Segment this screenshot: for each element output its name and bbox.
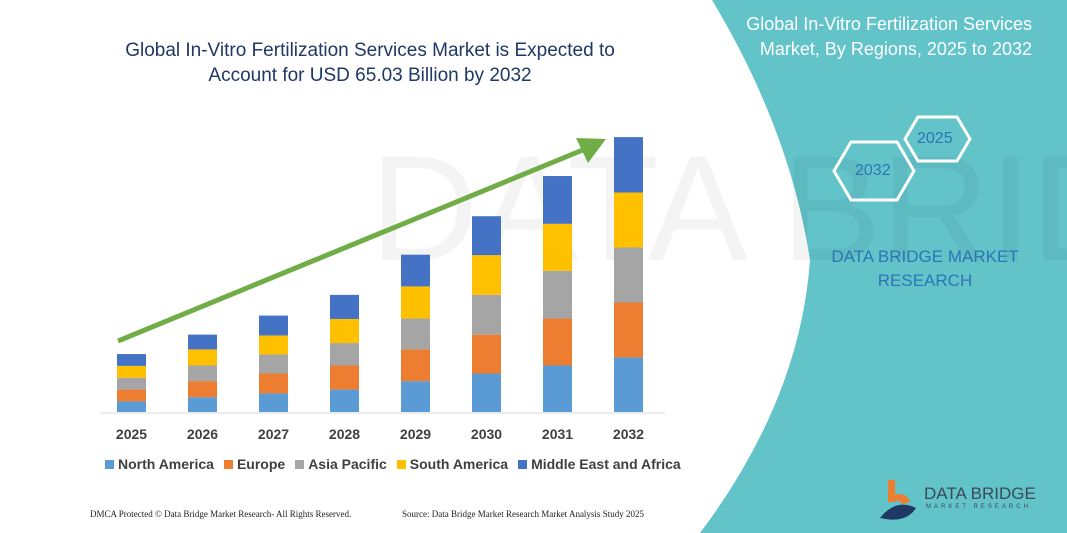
bar-2026-middle-east-and-africa — [188, 334, 217, 350]
x-tick-label: 2028 — [329, 426, 360, 442]
bar-2030-asia-pacific — [472, 294, 501, 335]
legend-label: North America — [118, 456, 214, 472]
bar-2026-asia-pacific — [188, 365, 217, 382]
logo-name: DATA BRIDGE — [924, 484, 1036, 503]
footer-copyright: DMCA Protected © Data Bridge Market Rese… — [90, 509, 352, 519]
brand-text: DATA BRIDGE MARKET RESEARCH — [831, 247, 1019, 290]
bar-2031-north-america — [543, 365, 572, 412]
growth-arrowhead — [576, 138, 606, 163]
hex-label-2025: 2025 — [917, 130, 953, 147]
x-tick-label: 2026 — [187, 426, 218, 442]
bar-2028-europe — [330, 365, 359, 390]
hexagon-2032 — [832, 140, 916, 202]
bar-2027-south-america — [259, 335, 288, 355]
x-tick-label: 2031 — [542, 426, 573, 442]
hex-label-2032: 2032 — [855, 162, 891, 179]
bar-2026-europe — [188, 381, 217, 398]
bar-2031-europe — [543, 318, 572, 366]
bar-2032-europe — [614, 302, 643, 358]
legend-swatch — [518, 460, 528, 469]
legend-swatch — [105, 460, 114, 469]
legend: North America Europe Asia Pacific South Ame… — [105, 456, 681, 472]
bar-2025-north-america — [117, 401, 146, 412]
x-tick-label: 2029 — [400, 426, 431, 442]
bar-2029-south-america — [401, 286, 430, 319]
bar-2028-south-america — [330, 318, 359, 344]
bar-2030-south-america — [472, 255, 501, 295]
legend-label: Europe — [236, 456, 286, 472]
bar-2025-middle-east-and-africa — [117, 354, 146, 366]
legend-swatch — [295, 460, 305, 469]
legend-item: Europe — [223, 456, 286, 472]
bar-2032-south-america — [614, 192, 643, 248]
footer-source: Source: Data Bridge Market Research Mark… — [402, 509, 644, 519]
bar-2027-europe — [259, 373, 288, 394]
x-tick-label: 2025 — [116, 426, 147, 442]
legend-item: Asia Pacific — [295, 456, 387, 472]
bar-2027-middle-east-and-africa — [259, 315, 288, 336]
x-tick-label: 2027 — [258, 426, 289, 442]
x-tick-label: 2030 — [471, 426, 502, 442]
bar-2031-middle-east-and-africa — [543, 176, 572, 224]
bar-2025-europe — [117, 389, 146, 402]
logo-subtitle: MARKET RESEARCH — [926, 504, 1031, 510]
bar-2028-north-america — [330, 389, 359, 412]
bar-2030-middle-east-and-africa — [472, 216, 501, 256]
growth-arrow — [117, 144, 591, 344]
x-tick-label: 2032 — [613, 426, 644, 442]
bar-2029-europe — [401, 349, 430, 382]
side-title: Global In-Vitro Fertilization Services M… — [746, 14, 1032, 59]
bar-2025-south-america — [117, 365, 146, 378]
chart-title: Global In-Vitro Fertilization Services M… — [125, 40, 615, 86]
legend-item: South America — [396, 456, 509, 472]
bar-2032-north-america — [614, 357, 643, 412]
bar-2030-north-america — [472, 373, 501, 412]
hexagon-2025 — [903, 115, 972, 163]
bar-2029-north-america — [401, 381, 430, 412]
bar-2029-asia-pacific — [401, 318, 430, 350]
bar-2026-north-america — [188, 397, 217, 412]
bar-2028-middle-east-and-africa — [330, 294, 359, 319]
bar-2026-south-america — [188, 349, 217, 366]
legend-label: Asia Pacific — [308, 456, 387, 472]
bar-2032-asia-pacific — [614, 247, 643, 303]
bar-2031-south-america — [543, 223, 572, 271]
legend-swatch — [223, 460, 233, 469]
bar-2031-asia-pacific — [543, 270, 572, 319]
bar-2028-asia-pacific — [330, 343, 359, 366]
teal-side-panel — [700, 0, 1067, 533]
bar-2032-middle-east-and-africa — [614, 137, 643, 193]
legend-label: South America — [409, 456, 509, 472]
logo-icon — [880, 480, 916, 520]
legend-item: North America — [105, 456, 214, 472]
bar-2027-asia-pacific — [259, 354, 288, 374]
bar-2027-north-america — [259, 393, 288, 412]
legend-swatch — [396, 460, 406, 469]
bar-2029-middle-east-and-africa — [401, 254, 430, 287]
legend-label: Middle East and Africa — [531, 456, 681, 472]
legend-item: Middle East and Africa — [518, 456, 681, 472]
bar-2025-asia-pacific — [117, 377, 146, 390]
bar-2030-europe — [472, 334, 501, 374]
